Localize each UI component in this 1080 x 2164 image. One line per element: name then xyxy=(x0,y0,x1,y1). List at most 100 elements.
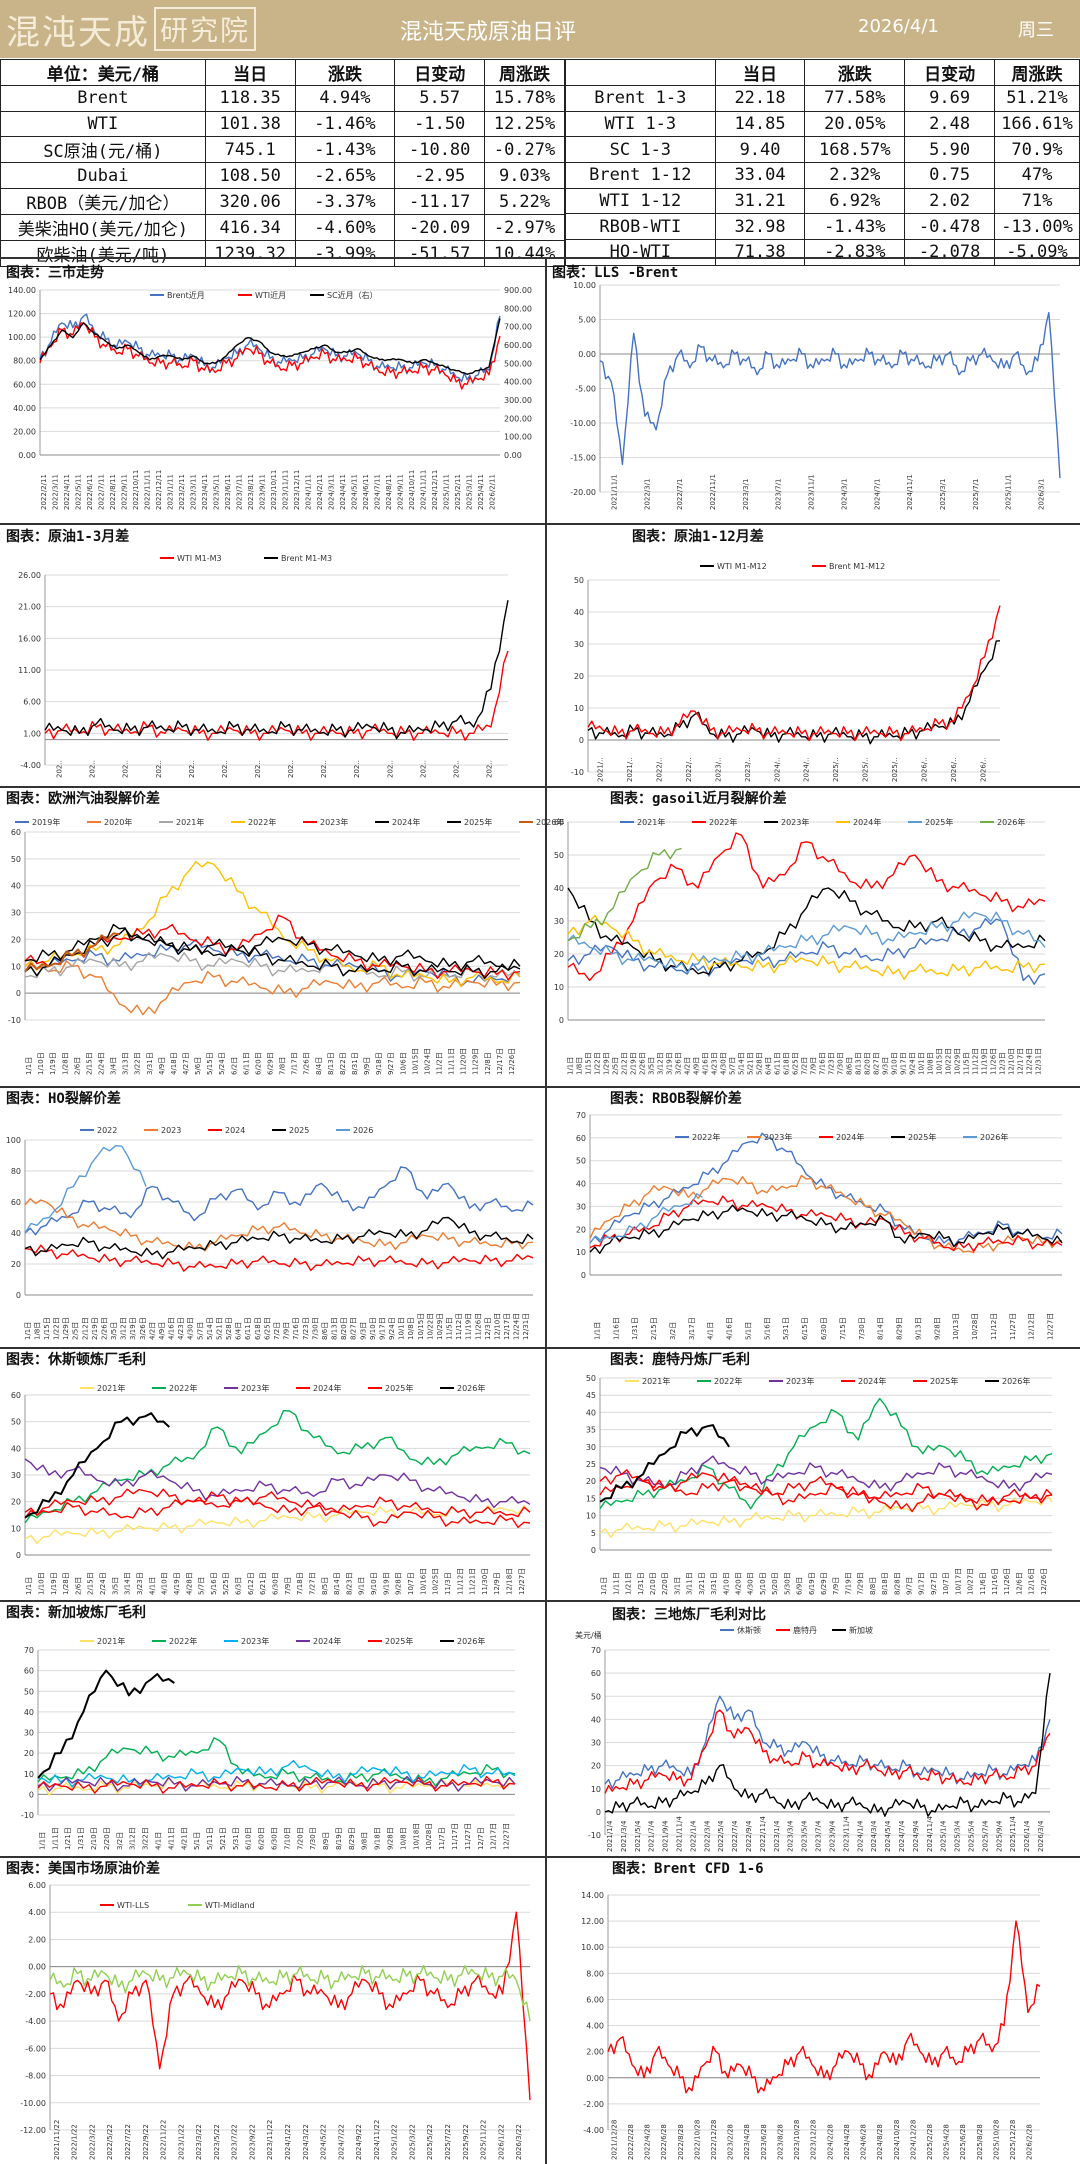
legend-label: 2025年 xyxy=(930,1376,958,1386)
table-row: Brent 1-3 22.18 77.58% 9.69 51.21% xyxy=(565,85,1080,112)
x-tick-label: 3/22日 xyxy=(134,1052,142,1075)
x-tick-label: 10/17日 xyxy=(954,1568,962,1595)
x-tick-label: 2023/12/11 xyxy=(293,470,301,510)
table-cell: -2.97% xyxy=(484,214,565,242)
x-tick-label: 2023/9/22 xyxy=(248,2124,256,2160)
divider xyxy=(0,1600,1080,1602)
x-tick-label: 10/16日 xyxy=(419,1568,427,1595)
y2-tick-label: 500.00 xyxy=(504,359,532,368)
x-tick-label: 2023/3/4 xyxy=(787,1820,795,1852)
x-tick-label: 8/6日 xyxy=(846,1057,854,1075)
legend-label: 2026年 xyxy=(980,1132,1008,1142)
series-line-2024年 xyxy=(24,1488,531,1519)
y-tick-label: 50 xyxy=(24,1687,34,1696)
table-row: WTI 1-12 31.21 6.92% 2.02 71% xyxy=(565,187,1080,215)
x-tick-label: 202.. xyxy=(419,760,427,778)
x-tick-label: 1/19日 xyxy=(49,1052,57,1075)
x-tick-label: 4/30日 xyxy=(187,1317,195,1340)
y-tick-label: 10 xyxy=(586,1512,596,1521)
x-tick-label: 10/1日 xyxy=(398,1317,406,1340)
x-tick-label: 4/2日 xyxy=(148,1322,156,1340)
y2-tick-label: 400.00 xyxy=(504,378,532,387)
x-tick-label: 5/7日 xyxy=(729,1057,737,1075)
x-tick-label: 2022/9/11 xyxy=(120,474,128,510)
divider xyxy=(0,523,1080,525)
x-tick-label: 7/10日 xyxy=(283,1827,291,1850)
x-tick-label: 3/12日 xyxy=(129,1827,137,1850)
x-tick-label: 2024/7/1 xyxy=(873,479,881,510)
x-tick-label: 11/17日 xyxy=(451,1823,459,1850)
x-tick-label: 2024/9/22 xyxy=(355,2124,363,2160)
x-tick-label: 5/1日 xyxy=(193,1832,201,1850)
table-cell: 10.44% xyxy=(484,240,565,268)
x-tick-label: 8/20日 xyxy=(340,1317,348,1340)
x-tick-label: 2026/1/22 xyxy=(497,2124,505,2160)
x-tick-label: 4/30日 xyxy=(720,1052,728,1075)
series-line-2023年 xyxy=(24,1458,531,1509)
x-tick-label: 1/28日 xyxy=(62,1572,70,1595)
y-tick-label: -10.00 xyxy=(20,2099,46,2108)
table-cell: -11.17 xyxy=(394,188,486,216)
y-tick-label: 30 xyxy=(554,917,564,926)
x-tick-label: 5/10日 xyxy=(759,1572,767,1595)
x-tick-label: 2022/2/11 xyxy=(40,474,48,510)
legend-label: 2024 xyxy=(225,1126,245,1135)
y-tick-label: 80.00 xyxy=(13,357,36,366)
y-tick-label: 10 xyxy=(576,1248,586,1257)
y-tick-label: 10.00 xyxy=(573,281,596,290)
x-tick-label: 2025/7/1 xyxy=(972,479,980,510)
legend-label: 2025年 xyxy=(925,817,953,827)
series-line-Brent M1-M3 xyxy=(44,600,509,740)
x-tick-label: 2024/11/22 xyxy=(373,2120,381,2160)
x-tick-label: 9/27日 xyxy=(930,1572,938,1595)
x-tick-label: 4/11日 xyxy=(167,1827,175,1850)
x-tick-label: 10/22日 xyxy=(945,1048,953,1075)
x-tick-label: 5/7日 xyxy=(198,1577,206,1595)
x-tick-label: 5/28日 xyxy=(225,1317,233,1340)
x-tick-label: 6/30日 xyxy=(820,1317,828,1340)
legend-label: 2022年 xyxy=(709,817,737,827)
x-tick-label: 6/18日 xyxy=(254,1317,262,1340)
legend-label: 2019年 xyxy=(32,817,60,827)
series-line-Brent M1-M12 xyxy=(587,605,1001,742)
x-tick-label: 12/18日 xyxy=(506,1568,514,1595)
legend-label: 新加坡 xyxy=(849,1625,873,1635)
legend-label: SC近月（右） xyxy=(327,290,378,300)
x-tick-label: 1/16日 xyxy=(612,1317,620,1340)
table-header-cell xyxy=(565,59,716,86)
x-tick-label: 7/26日 xyxy=(303,1052,311,1075)
x-tick-label: 2022/3/11 xyxy=(51,474,59,510)
x-tick-label: 2024/1/22 xyxy=(284,2124,292,2160)
y-tick-label: 10.00 xyxy=(581,1943,604,1952)
x-tick-label: 2024/11/4 xyxy=(926,1816,934,1852)
y-tick-label: 5 xyxy=(591,1529,596,1538)
chart-title: 图表：美国市场原油价差 xyxy=(6,1861,160,1877)
x-tick-label: 2022/3/22 xyxy=(88,2124,96,2160)
x-tick-label: 6/4日 xyxy=(765,1057,773,1075)
x-tick-label: 2026/3/1 xyxy=(1038,479,1046,510)
legend-label: 2023年 xyxy=(241,1383,269,1393)
x-tick-label: 9/1日 xyxy=(358,1577,366,1595)
x-tick-label: 2022/12/28 xyxy=(710,2120,718,2160)
x-tick-label: 7/17日 xyxy=(291,1052,299,1075)
x-tick-label: 5/31日 xyxy=(232,1827,240,1850)
x-tick-label: 12/8日 xyxy=(484,1052,492,1075)
chart-title: 图表：三市走势 xyxy=(6,265,104,281)
legend-label: 2021年 xyxy=(642,1376,670,1386)
legend-label: 2023年 xyxy=(781,817,809,827)
table-cell: 22.18 xyxy=(714,85,806,112)
x-tick-label: 3/2日 xyxy=(116,1832,124,1850)
x-tick-label: 9/28日 xyxy=(387,1827,395,1850)
series-line-2025年 xyxy=(589,1204,1063,1254)
x-tick-label: 9/10日 xyxy=(369,1317,377,1340)
table-cell: 14.85 xyxy=(714,110,806,138)
x-tick-label: 12/31日 xyxy=(522,1313,530,1340)
x-tick-label: 9/18日 xyxy=(374,1827,382,1850)
series-line-2026年 xyxy=(599,1424,730,1503)
x-tick-label: 10/27日 xyxy=(967,1568,975,1595)
legend-label: WTI近月 xyxy=(255,290,286,300)
y-tick-label: 4.00 xyxy=(28,1908,46,1917)
series-line-2023 xyxy=(24,1198,534,1252)
